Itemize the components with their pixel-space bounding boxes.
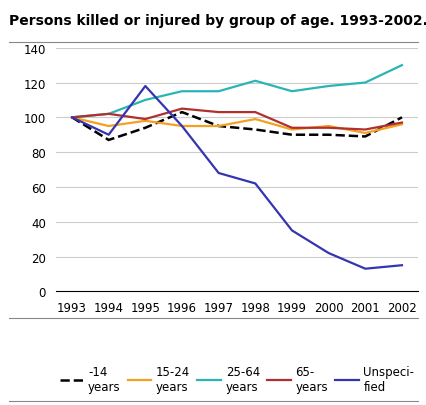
15-24
years [325, 124, 331, 129]
65-
years [398, 121, 403, 126]
-14
years [69, 115, 75, 120]
Legend: -14
years, 15-24
years, 25-64
years, 65-
years, Unspeci-
fied: -14 years, 15-24 years, 25-64 years, 65-… [60, 366, 413, 394]
15-24
years [179, 124, 184, 129]
15-24
years [216, 124, 221, 129]
25-64
years [398, 64, 403, 68]
Text: Persons killed or injured by group of age. 1993-2002. 1993=100: Persons killed or injured by group of ag… [9, 14, 426, 28]
-14
years [179, 111, 184, 115]
Unspeci-
fied [142, 84, 147, 89]
Unspeci-
fied [69, 115, 75, 120]
65-
years [325, 126, 331, 131]
Line: -14
years: -14 years [72, 113, 401, 141]
-14
years [216, 124, 221, 129]
65-
years [216, 111, 221, 115]
65-
years [362, 128, 367, 132]
15-24
years [142, 119, 147, 124]
65-
years [69, 115, 75, 120]
25-64
years [325, 84, 331, 89]
25-64
years [69, 115, 75, 120]
15-24
years [398, 123, 403, 128]
Unspeci-
fied [252, 181, 257, 186]
15-24
years [362, 131, 367, 136]
65-
years [142, 117, 147, 122]
-14
years [289, 133, 294, 138]
-14
years [252, 128, 257, 132]
-14
years [325, 133, 331, 138]
-14
years [398, 115, 403, 120]
65-
years [252, 111, 257, 115]
25-64
years [289, 90, 294, 94]
Unspeci-
fied [216, 171, 221, 176]
65-
years [179, 107, 184, 112]
65-
years [106, 112, 111, 117]
15-24
years [289, 128, 294, 132]
-14
years [106, 138, 111, 143]
Line: 25-64
years: 25-64 years [72, 66, 401, 118]
15-24
years [252, 117, 257, 122]
Line: 65-
years: 65- years [72, 109, 401, 130]
25-64
years [216, 90, 221, 94]
65-
years [289, 126, 294, 131]
-14
years [142, 126, 147, 131]
25-64
years [142, 98, 147, 103]
Unspeci-
fied [362, 266, 367, 271]
25-64
years [106, 112, 111, 117]
Unspeci-
fied [325, 251, 331, 256]
-14
years [362, 135, 367, 140]
15-24
years [106, 124, 111, 129]
Unspeci-
fied [106, 133, 111, 138]
Unspeci-
fied [179, 124, 184, 129]
Unspeci-
fied [398, 263, 403, 268]
25-64
years [252, 79, 257, 84]
Line: Unspeci-
fied: Unspeci- fied [72, 87, 401, 269]
25-64
years [362, 81, 367, 86]
Unspeci-
fied [289, 228, 294, 233]
25-64
years [179, 90, 184, 94]
15-24
years [69, 115, 75, 120]
Line: 15-24
years: 15-24 years [72, 118, 401, 134]
